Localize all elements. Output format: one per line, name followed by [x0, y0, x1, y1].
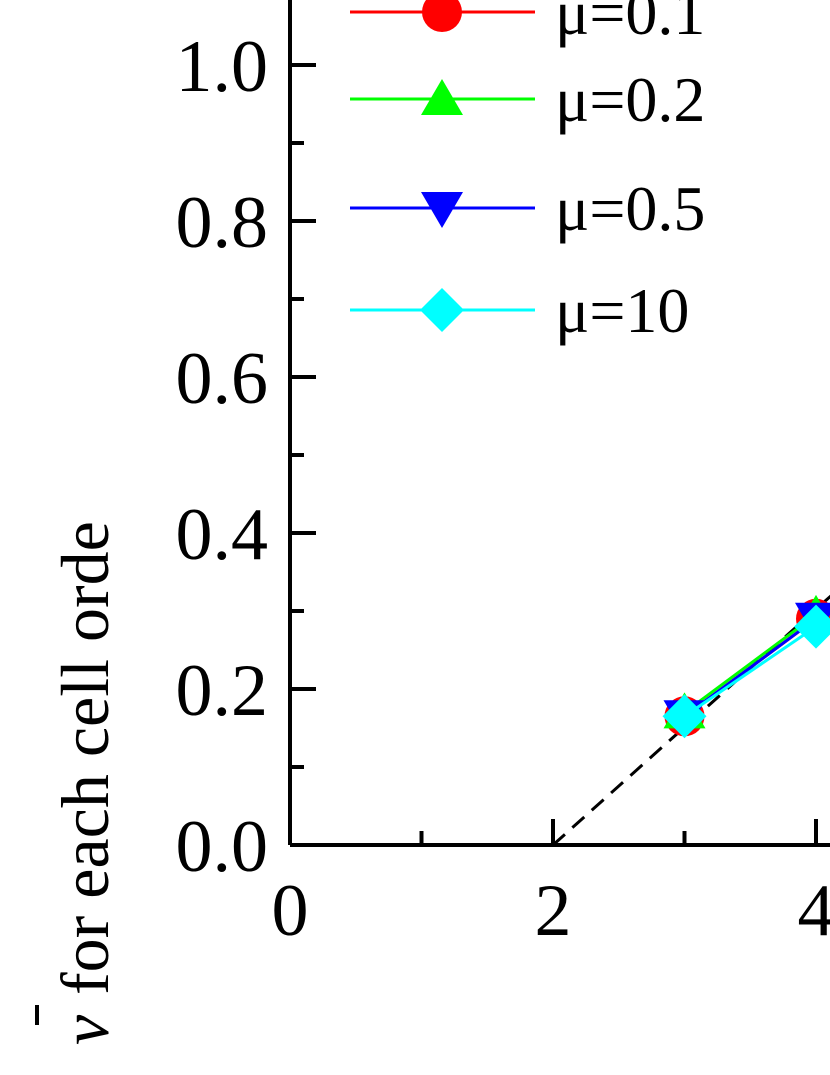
x-tick-label: 2 — [535, 870, 572, 952]
series-diamond — [662, 604, 830, 739]
series-point — [794, 604, 830, 649]
y-tick-label: 0.6 — [176, 338, 269, 420]
legend: μ=0.1 μ=0.2 μ=0.5 μ=10 — [350, 0, 705, 346]
legend-marker — [420, 288, 464, 332]
legend-entry: μ=0.1 — [350, 0, 705, 48]
legend-entry: μ=10 — [350, 275, 689, 346]
legend-marker — [421, 192, 463, 228]
y-tick-label: 0.4 — [176, 494, 269, 576]
legend-label: μ=0.1 — [555, 0, 705, 48]
axes — [288, 0, 830, 847]
legend-label: μ=10 — [555, 275, 689, 346]
y-tick-label: 1.0 — [176, 26, 269, 108]
x-tick-labels: 0 2 4 — [272, 870, 830, 952]
series-line — [683, 625, 817, 718]
y-tick-label: 0.0 — [176, 806, 269, 888]
y-tick-labels: 0.0 0.2 0.4 0.6 0.8 1.0 — [176, 26, 269, 888]
y-tick-label: 0.8 — [176, 182, 269, 264]
reference-line-layer — [551, 594, 830, 847]
y-axis-title-symbol: ν — [47, 1014, 123, 1045]
x-tick-label: 0 — [272, 870, 309, 952]
y-tick-label: 0.2 — [176, 650, 269, 732]
minor-ticks — [290, 141, 687, 845]
series-line — [683, 613, 817, 714]
y-axis-title: ν for each cell orde — [35, 521, 123, 1045]
legend-entry: μ=0.2 — [350, 64, 705, 135]
series-layer — [662, 594, 830, 739]
legend-marker — [421, 79, 463, 115]
x-tick-label: 4 — [798, 870, 830, 952]
reference-dashed-line — [551, 594, 830, 847]
series-point — [662, 694, 707, 739]
legend-label: μ=0.2 — [555, 64, 705, 135]
legend-marker — [422, 0, 462, 32]
legend-entry: μ=0.5 — [350, 173, 705, 244]
legend-label: μ=0.5 — [555, 173, 705, 244]
y-axis-title-text: for each cell orde — [47, 521, 123, 995]
